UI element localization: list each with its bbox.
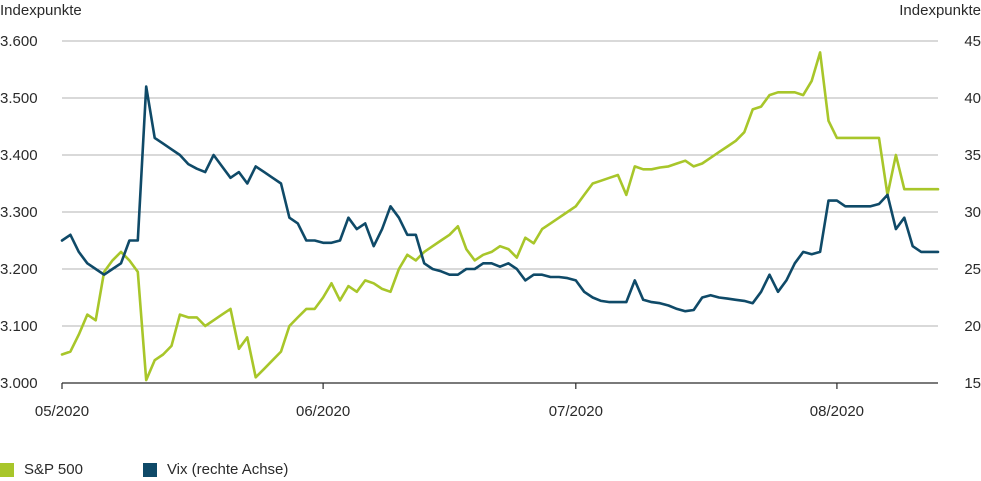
- y-left-tick-label: 3.600: [0, 33, 38, 50]
- y-right-tick-label: 25: [964, 261, 981, 278]
- legend-label-vix: Vix (rechte Achse): [166, 461, 289, 478]
- x-tick-label: 06/2020: [296, 403, 350, 420]
- legend-item-sp500: S&P 500: [0, 461, 83, 478]
- legend-item-vix: Vix (rechte Achse): [142, 461, 289, 478]
- y-right-tick-label: 15: [964, 375, 981, 392]
- x-tick-label: 08/2020: [810, 403, 864, 420]
- gridlines: [62, 40, 938, 327]
- legend-label-sp500: S&P 500: [24, 461, 83, 478]
- y-left-tick-label: 3.400: [0, 147, 38, 164]
- legend-swatch-vix: [142, 462, 157, 477]
- x-tick-label: 07/2020: [549, 403, 603, 420]
- series-lines: [60, 51, 940, 382]
- series-line-sp500: [60, 51, 940, 382]
- y-right-tick-label: 20: [964, 318, 981, 335]
- y-right-tick-label: 35: [964, 147, 981, 164]
- y-left-tick-label: 3.000: [0, 375, 38, 392]
- y-right-tick-label: 40: [964, 90, 981, 107]
- y-axis-left-title: Indexpunkte: [0, 2, 82, 19]
- series-line-vix: [60, 85, 940, 313]
- y-left-tick-label: 3.500: [0, 90, 38, 107]
- legend: S&P 500 Vix (rechte Achse): [0, 461, 348, 478]
- y-right-tick-label: 30: [964, 204, 981, 221]
- x-tick-label: 05/2020: [35, 403, 89, 420]
- line-chart: 05/2020 06/2020 07/2020 08/2020 3.0003.1003…: [0, 2, 981, 420]
- y-right-tick-label: 45: [964, 33, 981, 50]
- y-axis-right: 15 20 25 30 35 40 45: [964, 33, 981, 392]
- y-left-tick-label: 3.300: [0, 204, 38, 221]
- y-left-tick-label: 3.200: [0, 261, 38, 278]
- x-axis: 05/2020 06/2020 07/2020 08/2020: [35, 382, 938, 420]
- y-axis-right-title: Indexpunkte: [899, 2, 981, 19]
- y-axis-left: 3.000 3.100 3.200 3.300 3.400 3.500 3.600: [0, 33, 38, 392]
- y-left-tick-label: 3.100: [0, 318, 38, 335]
- legend-swatch-sp500: [0, 462, 14, 477]
